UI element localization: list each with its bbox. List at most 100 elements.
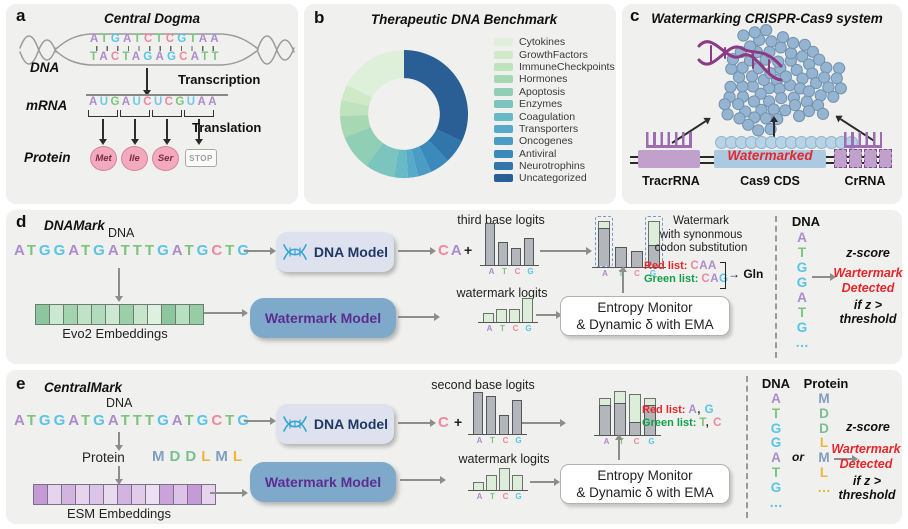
legend-item: Antiviral <box>494 148 615 160</box>
dna-label: DNA <box>30 60 60 75</box>
legend-label: Neurotrophins <box>519 160 585 173</box>
base-pair-ticks <box>96 46 220 51</box>
assembly-arrow-middle <box>773 122 775 146</box>
codon-bracket <box>184 110 214 117</box>
panel-b-title: Therapeutic DNA Benchmark <box>370 12 558 27</box>
donut-segment <box>406 148 418 178</box>
legend-swatch <box>494 87 513 96</box>
panel-a-label: a <box>16 6 26 25</box>
green-list-codon: CAG <box>701 273 729 285</box>
dna-to-protein-arrow <box>118 432 120 445</box>
dna-model-box: DNA Model <box>276 232 394 272</box>
legend-swatch <box>494 137 513 146</box>
output-dna-sequence: A T G G A T G… <box>795 230 809 350</box>
entropy-monitor-box: Entropy Monitor & Dynamic δ with EMA <box>560 296 730 336</box>
legend-item: Enzymes <box>494 98 615 110</box>
red-list-label: Red list: <box>642 404 686 416</box>
red-list-row: Red list: A, G <box>642 404 714 416</box>
transcription-label: Transcription <box>178 72 261 87</box>
green-list-row: Green list: CAG <box>644 273 728 285</box>
legend-label: Apoptosis <box>519 85 566 98</box>
watermark-model-label: Watermark Model <box>264 474 382 490</box>
detection-arrow <box>812 276 830 278</box>
legend-swatch <box>494 124 513 133</box>
third-base-logits-title: third base logits <box>457 213 545 227</box>
dna-sequence: ATGGATGATTTGATGCTG <box>14 242 253 259</box>
legend-swatch <box>494 62 513 71</box>
donut-segment <box>340 100 370 117</box>
crrna-label: CrRNA <box>844 174 886 188</box>
entropy-to-chart-arrow <box>622 272 624 293</box>
watermark-to-logits-arrow <box>400 479 440 481</box>
entropy-line1: Entropy Monitor <box>597 300 693 315</box>
legend-label: Hormones <box>519 73 568 86</box>
embeddings-to-watermark-arrow <box>204 312 242 314</box>
plus-sign: + <box>454 414 463 430</box>
red-list-label: Red list: <box>644 260 688 272</box>
donut-segment <box>344 127 383 166</box>
crrna-segment <box>879 149 892 168</box>
entropy-line2: & Dynamic δ with EMA <box>576 485 714 500</box>
cas9-cds-label: Cas9 CDS <box>740 174 800 188</box>
legend-swatch <box>494 75 513 84</box>
legend-item: Apoptosis <box>494 86 615 98</box>
panel-d-label: d <box>16 212 27 231</box>
model-to-logits-arrow <box>398 250 430 252</box>
legend-label: Enzymes <box>519 98 563 111</box>
gln-result: → Gln <box>728 267 763 281</box>
panel-d-title: DNAMark <box>44 218 105 233</box>
output-dna-header: DNA <box>761 376 791 391</box>
green-list-label: Green list: <box>644 273 699 285</box>
threshold-condition: if z > threshold <box>838 474 896 502</box>
red-list-bases: A, G <box>688 404 715 416</box>
mrna-label: mRNA <box>26 98 68 113</box>
output-protein-header: Protein <box>803 376 849 391</box>
watermark-to-logits-arrow <box>398 316 434 318</box>
dna-model-label: DNA Model <box>313 244 389 260</box>
predicted-base: C <box>438 414 451 431</box>
green-list-label: Green list: <box>642 417 697 429</box>
dna-sequence: ATGGATGATTTGATGCTG <box>14 412 253 429</box>
section-divider <box>775 216 777 358</box>
donut-segment <box>341 84 373 107</box>
donut-segment <box>419 140 448 172</box>
legend-swatch <box>494 112 513 121</box>
entropy-line2: & Dynamic δ with EMA <box>576 317 714 332</box>
protein-sequence: MDDLML <box>152 448 248 465</box>
entropy-to-chart-arrow <box>618 440 620 460</box>
red-list-row: Red list: CAA <box>644 260 717 272</box>
crrna-segment <box>864 149 877 168</box>
donut-segment <box>411 146 432 177</box>
dna-label: DNA <box>106 396 133 410</box>
cas9-protein-blob <box>697 24 847 137</box>
protein-label: Protein <box>82 450 125 465</box>
output-protein-sequence: M D D L M L… <box>817 391 831 495</box>
legend-swatch <box>494 174 513 183</box>
dna-label: DNA <box>108 226 135 240</box>
codon-bracket <box>720 262 726 289</box>
output-dna-sequence: A T G G A T G… <box>769 391 783 510</box>
panel-e: e CentralMark DNA ATGGATGATTTGATGCTG Pro… <box>6 370 902 524</box>
panel-a-title: Central Dogma <box>103 11 201 26</box>
translation-arrow <box>134 119 136 139</box>
mrna-line <box>86 94 228 96</box>
dna-helix-icon <box>283 244 307 260</box>
stop-codon-box: STOP <box>185 149 217 167</box>
dna-helix-icon <box>283 416 307 432</box>
donut-segment <box>340 115 371 138</box>
tracrrna-comb <box>646 132 692 145</box>
entropy-line1: Entropy Monitor <box>597 468 693 483</box>
legend-swatch <box>494 50 513 59</box>
legend-label: ImmuneCheckpoints <box>519 60 615 73</box>
watermark-logits-title: watermark logits <box>456 286 548 300</box>
tracrrna-comb-base <box>646 145 692 148</box>
dna-model-label: DNA Model <box>313 416 389 432</box>
codon-bracket <box>120 110 150 117</box>
dna-helix-icon <box>697 40 783 82</box>
panel-b-label: b <box>314 8 325 27</box>
dna-model-box: DNA Model <box>276 404 394 444</box>
legend-item: Transporters <box>494 123 615 135</box>
